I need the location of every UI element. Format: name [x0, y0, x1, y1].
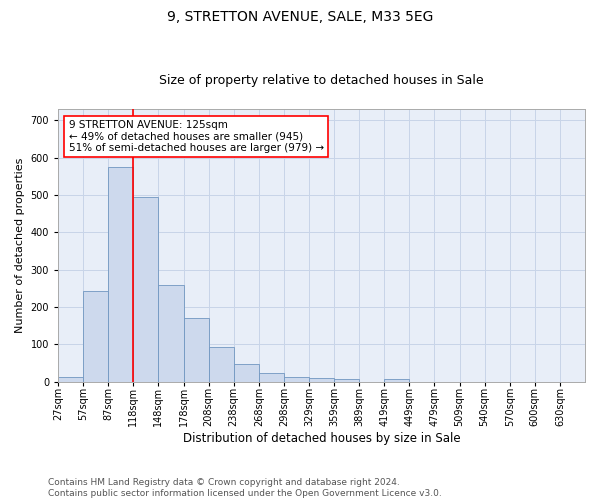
Bar [83, 291, 108, 382]
Bar [334, 379, 359, 382]
Bar [259, 372, 284, 382]
Bar [108, 167, 133, 382]
X-axis label: Distribution of detached houses by size in Sale: Distribution of detached houses by size … [183, 432, 460, 445]
Bar [184, 318, 209, 382]
Text: Contains HM Land Registry data © Crown copyright and database right 2024.
Contai: Contains HM Land Registry data © Crown c… [48, 478, 442, 498]
Bar [309, 378, 334, 382]
Y-axis label: Number of detached properties: Number of detached properties [15, 158, 25, 333]
Bar [209, 347, 234, 382]
Title: Size of property relative to detached houses in Sale: Size of property relative to detached ho… [159, 74, 484, 87]
Text: 9, STRETTON AVENUE, SALE, M33 5EG: 9, STRETTON AVENUE, SALE, M33 5EG [167, 10, 433, 24]
Bar [158, 285, 184, 382]
Bar [234, 364, 259, 382]
Text: 9 STRETTON AVENUE: 125sqm
← 49% of detached houses are smaller (945)
51% of semi: 9 STRETTON AVENUE: 125sqm ← 49% of detac… [68, 120, 324, 153]
Bar [284, 376, 309, 382]
Bar [133, 196, 158, 382]
Bar [58, 376, 83, 382]
Bar [384, 380, 409, 382]
